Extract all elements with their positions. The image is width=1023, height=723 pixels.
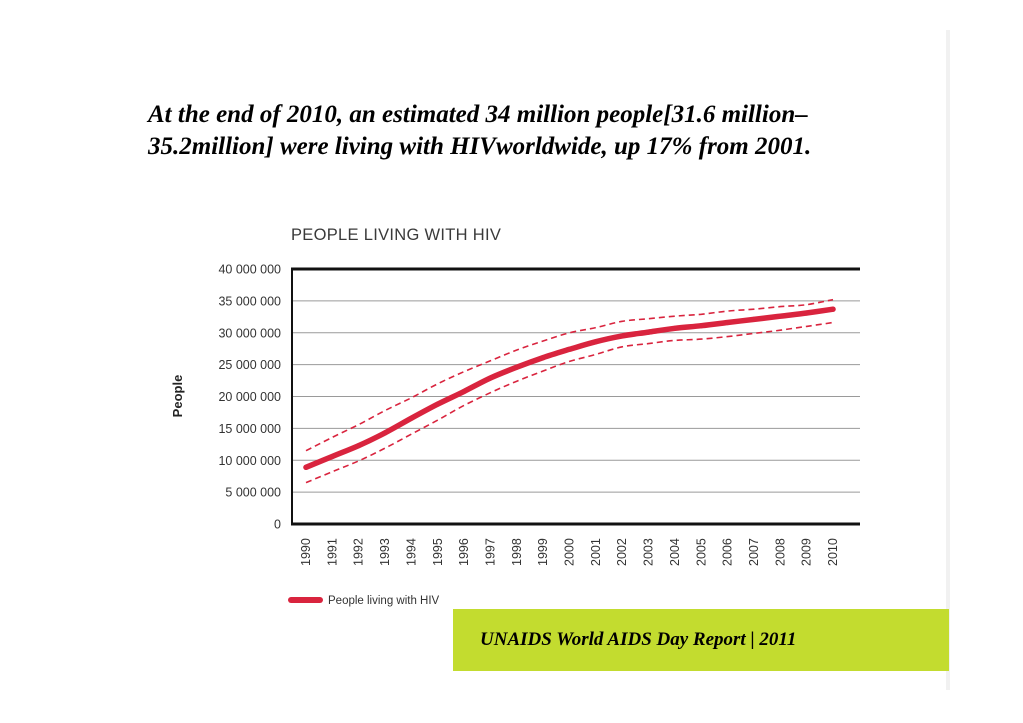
x-tick-label: 2002: [615, 538, 629, 566]
y-tick-label: 30 000 000: [218, 326, 281, 340]
headline-line-2: 35.2million] were living with HIVworldwi…: [148, 133, 812, 160]
y-tick-label: 20 000 000: [218, 390, 281, 404]
data-point: [329, 453, 335, 460]
x-tick-label: 2007: [747, 538, 761, 566]
data-point: [303, 464, 309, 470]
data-point: [435, 401, 441, 407]
data-point: [566, 346, 573, 352]
data-point: [777, 313, 783, 319]
data-point: [593, 339, 599, 345]
data-point: [461, 388, 467, 394]
x-tick-label: 2004: [668, 538, 682, 566]
headline-line-1: At the end of 2010, an estimated 34 mill…: [148, 101, 808, 128]
x-tick-label: 1999: [536, 538, 550, 566]
legend-label: People living with HIV: [328, 595, 440, 607]
data-point: [382, 430, 388, 436]
footer-text: UNAIDS World AIDS Day Report | 2011: [480, 629, 797, 650]
x-tick-label: 1998: [510, 538, 524, 566]
data-point: [487, 375, 494, 381]
y-axis-label: People: [170, 375, 185, 418]
x-tick-label: 2008: [773, 538, 787, 566]
data-point: [804, 310, 810, 316]
y-tick-label: 35 000 000: [218, 294, 281, 308]
x-tick-label: 1996: [457, 538, 471, 566]
x-tick-label: 1993: [378, 538, 392, 566]
x-tick-label: 2005: [694, 538, 708, 566]
x-tick-label: 2006: [721, 538, 735, 566]
x-tick-label: 1995: [431, 538, 445, 566]
data-point: [619, 333, 625, 339]
footer-banner: UNAIDS World AIDS Day Report | 2011: [453, 609, 949, 671]
y-tick-labels: 0 5 000 000 10 000 000 15 000 000 20 000 000…: [218, 263, 281, 532]
y-tick-label: 40 000 000: [218, 263, 281, 277]
uncertainty-bounds: [305, 298, 834, 484]
series-lines: [303, 306, 836, 471]
y-tick-label: 15 000 000: [218, 422, 281, 436]
y-tick-label: 0: [274, 518, 281, 532]
x-tick-label: 2009: [800, 538, 814, 566]
legend: People living with HIV: [288, 595, 440, 607]
slide-edge: [946, 30, 950, 690]
y-tick-label: 5 000 000: [225, 486, 281, 500]
data-point: [514, 364, 520, 370]
x-tick-label: 2003: [642, 538, 656, 566]
x-tick-label: 1991: [325, 538, 339, 566]
y-tick-label: 10 000 000: [218, 454, 281, 468]
data-point: [645, 329, 652, 335]
data-point: [751, 316, 757, 322]
x-tick-label: 1997: [483, 538, 497, 566]
x-tick-labels: 1990 1991 1992 1993 1994 1995 1996 1997 1998 1999…: [299, 538, 840, 566]
x-tick-label: 1994: [404, 538, 418, 566]
data-point: [672, 325, 678, 331]
data-point: [830, 306, 836, 312]
x-tick-label: 2001: [589, 538, 603, 566]
data-point: [540, 355, 546, 361]
grid-lines: [292, 300, 860, 493]
lower-bound-line: [305, 321, 834, 484]
chart-title: PEOPLE LIVING WITH HIV: [291, 226, 501, 244]
x-tick-label: 1990: [299, 538, 313, 566]
y-tick-label: 25 000 000: [218, 358, 281, 372]
data-point: [725, 319, 731, 326]
x-tick-label: 2000: [563, 538, 577, 566]
x-tick-label: 1992: [352, 538, 366, 566]
data-point: [408, 415, 414, 421]
headline: At the end of 2010, an estimated 34 mill…: [148, 99, 938, 163]
x-tick-label: 2010: [826, 538, 840, 566]
data-point: [356, 442, 362, 449]
data-point: [698, 323, 704, 329]
